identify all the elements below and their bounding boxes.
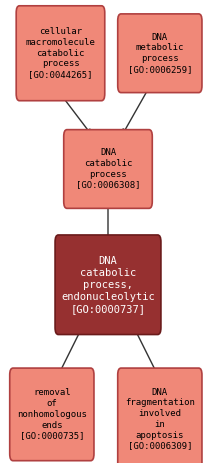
FancyBboxPatch shape [55, 235, 161, 334]
Text: DNA
fragmentation
involved
in
apoptosis
[GO:0006309]: DNA fragmentation involved in apoptosis … [125, 388, 195, 450]
FancyBboxPatch shape [118, 14, 202, 93]
FancyBboxPatch shape [16, 6, 105, 100]
FancyBboxPatch shape [118, 368, 202, 463]
Text: removal
of
nonhomologous
ends
[GO:0000735]: removal of nonhomologous ends [GO:000073… [17, 388, 87, 440]
FancyBboxPatch shape [64, 130, 152, 208]
FancyBboxPatch shape [10, 368, 94, 461]
Text: DNA
catabolic
process,
endonucleolytic
[GO:0000737]: DNA catabolic process, endonucleolytic [… [61, 256, 155, 314]
Text: DNA
metabolic
process
[GO:0006259]: DNA metabolic process [GO:0006259] [128, 32, 192, 74]
Text: cellular
macromolecule
catabolic
process
[GO:0044265]: cellular macromolecule catabolic process… [25, 27, 95, 79]
Text: DNA
catabolic
process
[GO:0006308]: DNA catabolic process [GO:0006308] [76, 148, 140, 190]
